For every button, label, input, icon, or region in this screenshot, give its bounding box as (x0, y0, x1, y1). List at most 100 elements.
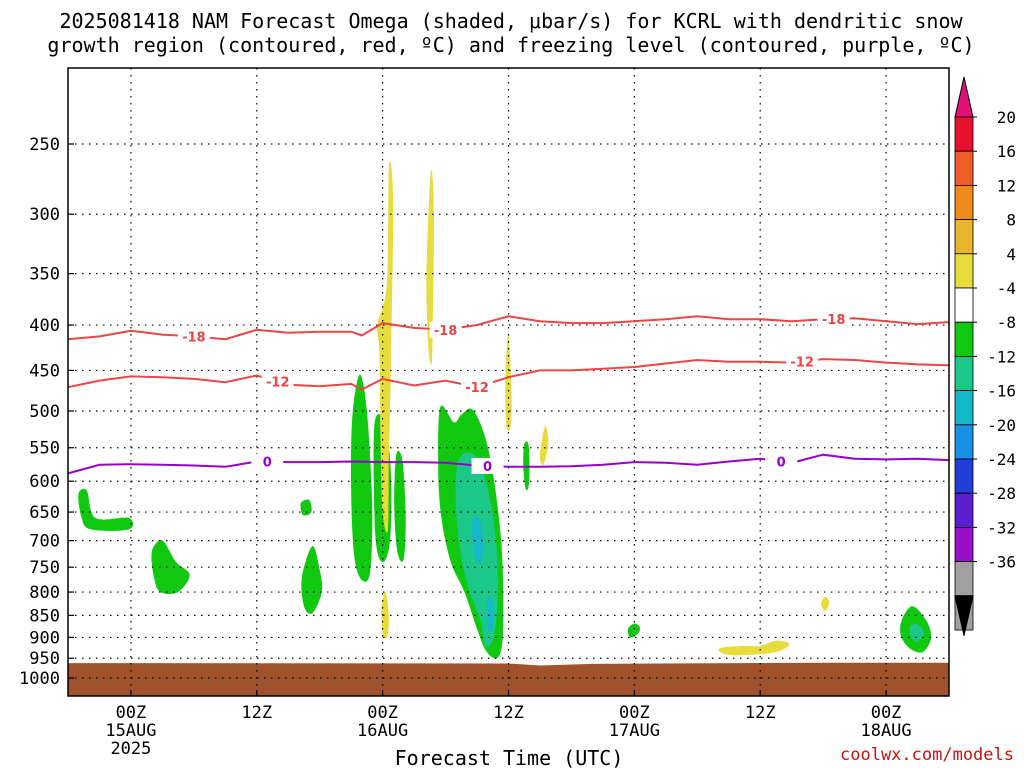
colorbar-label-7: -12 (987, 347, 1016, 366)
y-tick-label-600: 600 (29, 472, 60, 492)
contour-label-bg-2-1 (471, 457, 504, 474)
y-tick-label-900: 900 (29, 628, 60, 648)
x-tick-date-78: 18AUG (860, 721, 911, 741)
y-tick-label-650: 650 (29, 503, 60, 523)
chart-title-line1: 2025081418 NAM Forecast Omega (shaded, μ… (59, 9, 963, 33)
x-tick-label-54: 00Z (619, 703, 650, 723)
x-tick-label-6: 00Z (116, 703, 147, 723)
omega-region-8 (151, 540, 190, 595)
y-tick-label-950: 950 (29, 649, 60, 669)
colorbar-cell-1 (954, 150, 974, 186)
contour-label-1-1: -12 (465, 381, 489, 396)
omega-region-15 (377, 161, 394, 533)
colorbar-cell-8 (954, 390, 974, 426)
y-tick-label-250: 250 (29, 135, 60, 155)
contour-label-bg-1-1 (461, 379, 494, 396)
colorbar-cell-6 (954, 321, 974, 357)
contour-label-1-2: -12 (790, 355, 814, 370)
omega-region-16 (426, 169, 435, 366)
colorbar-label-4: 4 (1006, 245, 1016, 264)
omega-region-9 (300, 499, 312, 516)
contour-label-bg-2-2 (765, 453, 798, 470)
colorbar-cell-0 (954, 116, 974, 152)
credit-link[interactable]: coolwx.com/models (840, 745, 1014, 765)
chart-title-line2: growth region (contoured, red, ºC) and f… (47, 33, 974, 57)
y-tick-label-1000: 1000 (19, 669, 60, 689)
omega-region-19 (381, 591, 389, 639)
contour-label-0-1: -18 (434, 324, 458, 339)
colorbar-cell-11 (954, 492, 974, 528)
contour-label-0-0: -18 (182, 330, 206, 345)
omega-region-2 (394, 450, 406, 562)
y-tick-label-800: 800 (29, 583, 60, 603)
colorbar-cell-3 (954, 219, 974, 255)
contour-line-0 (67, 315, 950, 341)
omega-region-6 (486, 595, 495, 633)
y-tick-label-700: 700 (29, 532, 60, 552)
y-tick-label-850: 850 (29, 606, 60, 626)
y-axis: 2503003504004505005506006507007508008509… (19, 135, 74, 689)
contour-label-bg-0-1 (429, 321, 462, 338)
contour-label-1-0: -12 (266, 376, 290, 391)
ground-layer (68, 662, 949, 696)
contour-label-2-1: 0 (483, 460, 492, 475)
colorbar-label-6: -8 (997, 313, 1016, 332)
x-tick-label-42: 12Z (493, 703, 524, 723)
contour-label-bg-0-0 (177, 328, 210, 345)
omega-region-0 (350, 374, 373, 582)
colorbar-label-11: -28 (987, 484, 1016, 503)
colorbar-label-8: -16 (987, 382, 1016, 401)
contour-label-2-2: 0 (777, 455, 786, 470)
colorbar-label-12: -32 (987, 518, 1016, 537)
x-tick-label-30: 00Z (367, 703, 398, 723)
x-axis-label: Forecast Time (UTC) (395, 746, 624, 768)
omega-region-20 (718, 640, 790, 656)
contour-lines: -18 -18 -18 -12 -12 -12 0 0 0 (67, 310, 950, 475)
ground-fill (68, 662, 949, 696)
y-tick-label-400: 400 (29, 316, 60, 336)
contour-label-2-0: 0 (263, 456, 272, 471)
colorbar-label-10: -24 (987, 450, 1016, 469)
x-tick-label-78: 00Z (871, 703, 902, 723)
omega-region-12 (627, 623, 640, 638)
omega-region-5 (471, 516, 484, 564)
colorbar-label-2: 12 (997, 176, 1016, 195)
contour-label-bg-2-0 (251, 453, 284, 470)
contour-line-2 (67, 453, 950, 475)
colorbar-cell-10 (954, 458, 974, 494)
omega-region-18 (539, 425, 549, 466)
colorbar-cell-4 (954, 253, 974, 289)
contour-label-bg-0-2 (817, 310, 850, 327)
contour-label-0-2: -18 (822, 313, 846, 328)
colorbar-cell-12 (954, 527, 974, 563)
omega-region-7 (78, 488, 134, 531)
colorbar-bottom-arrow (954, 595, 974, 636)
colorbar-cell-5 (954, 287, 974, 323)
omega-region-10 (301, 546, 323, 614)
x-tick-label-66: 12Z (745, 703, 776, 723)
colorbar-label-9: -20 (987, 416, 1016, 435)
y-tick-label-350: 350 (29, 265, 60, 285)
x-tick-year-6: 2025 (110, 739, 151, 759)
colorbar-cell-9 (954, 424, 974, 460)
colorbar: 20 16 12 8 4 -4 -8 -12 -16 -20 -24 -28 -32 -36 (954, 76, 1016, 636)
x-tick-date-6: 15AUG (105, 721, 156, 741)
colorbar-cell-7 (954, 355, 974, 391)
y-tick-label-300: 300 (29, 205, 60, 225)
omega-shading (78, 161, 932, 659)
y-tick-label-450: 450 (29, 361, 60, 381)
x-tick-label-18: 12Z (241, 703, 272, 723)
colorbar-top-arrow (954, 76, 974, 118)
contour-label-bg-1-2 (786, 353, 819, 370)
colorbar-label-3: 8 (1006, 211, 1016, 230)
colorbar-label-0: 20 (997, 108, 1016, 127)
omega-region-21 (821, 596, 830, 611)
x-tick-date-54: 17AUG (609, 721, 660, 741)
omega-region-14 (909, 623, 924, 642)
y-tick-label-550: 550 (29, 439, 60, 459)
y-tick-label-750: 750 (29, 558, 60, 578)
colorbar-label-13: -36 (987, 553, 1016, 572)
colorbar-cell-2 (954, 184, 974, 220)
